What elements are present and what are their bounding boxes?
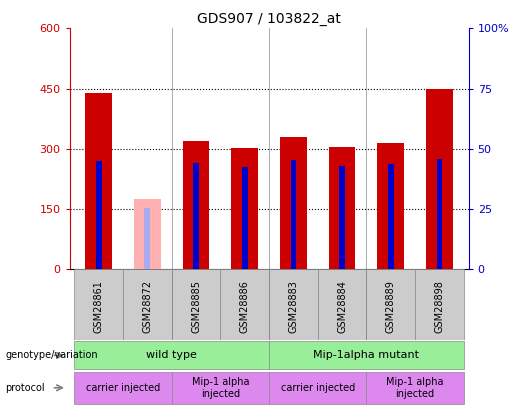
Text: GSM28861: GSM28861 bbox=[94, 280, 104, 333]
Bar bbox=[377, 143, 404, 269]
Text: GSM28889: GSM28889 bbox=[386, 280, 396, 333]
Bar bbox=[426, 89, 453, 269]
Bar bbox=[290, 160, 296, 269]
FancyBboxPatch shape bbox=[123, 269, 171, 340]
Bar bbox=[145, 208, 150, 269]
FancyBboxPatch shape bbox=[74, 269, 123, 340]
Bar bbox=[96, 161, 101, 269]
Bar bbox=[280, 137, 307, 269]
Bar bbox=[134, 199, 161, 269]
Bar bbox=[242, 167, 248, 269]
FancyBboxPatch shape bbox=[171, 372, 269, 404]
Text: GSM28884: GSM28884 bbox=[337, 280, 347, 333]
Bar bbox=[183, 141, 210, 269]
FancyBboxPatch shape bbox=[269, 341, 464, 369]
FancyBboxPatch shape bbox=[269, 372, 367, 404]
Text: GSM28898: GSM28898 bbox=[435, 280, 444, 333]
Title: GDS907 / 103822_at: GDS907 / 103822_at bbox=[197, 12, 341, 26]
Bar bbox=[339, 166, 345, 269]
Text: GSM28886: GSM28886 bbox=[240, 280, 250, 333]
Text: carrier injected: carrier injected bbox=[86, 383, 160, 393]
Text: GSM28872: GSM28872 bbox=[143, 280, 152, 333]
Text: GSM28885: GSM28885 bbox=[191, 280, 201, 333]
FancyBboxPatch shape bbox=[74, 341, 269, 369]
FancyBboxPatch shape bbox=[171, 269, 220, 340]
Text: genotype/variation: genotype/variation bbox=[5, 350, 98, 360]
Bar bbox=[437, 159, 442, 269]
FancyBboxPatch shape bbox=[318, 269, 367, 340]
FancyBboxPatch shape bbox=[74, 372, 171, 404]
Bar bbox=[193, 163, 199, 269]
Text: Mip-1alpha mutant: Mip-1alpha mutant bbox=[314, 350, 419, 360]
Bar bbox=[388, 164, 393, 269]
Text: wild type: wild type bbox=[146, 350, 197, 360]
FancyBboxPatch shape bbox=[269, 269, 318, 340]
FancyBboxPatch shape bbox=[220, 269, 269, 340]
Bar bbox=[231, 148, 258, 269]
FancyBboxPatch shape bbox=[367, 269, 415, 340]
Text: protocol: protocol bbox=[5, 383, 45, 393]
Bar bbox=[329, 147, 355, 269]
Text: GSM28883: GSM28883 bbox=[288, 280, 298, 333]
Text: Mip-1 alpha
injected: Mip-1 alpha injected bbox=[386, 377, 444, 399]
FancyBboxPatch shape bbox=[367, 372, 464, 404]
Text: carrier injected: carrier injected bbox=[281, 383, 355, 393]
FancyBboxPatch shape bbox=[415, 269, 464, 340]
Text: Mip-1 alpha
injected: Mip-1 alpha injected bbox=[192, 377, 249, 399]
Bar bbox=[85, 93, 112, 269]
